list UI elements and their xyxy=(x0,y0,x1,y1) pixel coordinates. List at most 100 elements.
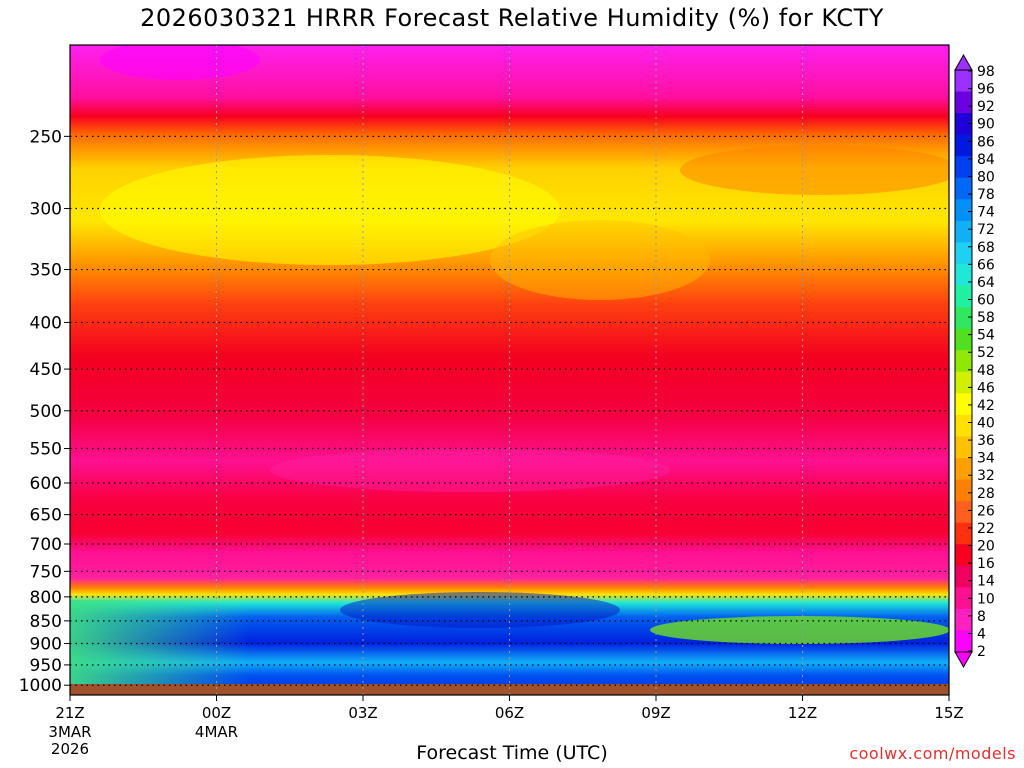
x-tick-label: 12Z xyxy=(788,704,817,722)
x-tick-label: 15Z xyxy=(934,704,963,722)
colorbar-tick-label: 20 xyxy=(977,539,995,555)
colorbar-tick-label: 52 xyxy=(977,345,995,361)
colorbar-tick-label: 54 xyxy=(977,328,995,344)
colorbar-frame xyxy=(954,69,973,653)
colorbar-tick-label: 16 xyxy=(977,556,995,572)
time-gridlines xyxy=(216,45,803,695)
colorbar-segment xyxy=(955,307,972,330)
colorbar-segment xyxy=(955,608,972,632)
colorbar-tick-label: 42 xyxy=(977,398,995,414)
humidity-field xyxy=(70,45,949,695)
colorbar-tick-label: 72 xyxy=(977,222,995,238)
y-tick-label: 800 xyxy=(30,588,62,608)
colorbar-tick-label: 64 xyxy=(977,275,995,291)
y-tick-label: 900 xyxy=(30,635,62,655)
colorbar-segment xyxy=(955,436,972,459)
colorbar-min-arrow xyxy=(954,651,973,669)
x-tick-label: 03Z xyxy=(348,704,377,722)
terrain-surface xyxy=(70,684,949,695)
colorbar-segment xyxy=(955,70,972,93)
credit-text[interactable]: coolwx.com/models xyxy=(849,744,1016,763)
colorbar-tick-label: 2 xyxy=(977,644,986,660)
colorbar-segment xyxy=(955,199,972,222)
colorbar: 9896929086848078747268666460585452484642… xyxy=(954,53,995,669)
y-tick-label: 500 xyxy=(30,402,62,422)
y-tick-label: 850 xyxy=(30,612,62,632)
colorbar-tick-label: 58 xyxy=(977,310,995,326)
y-tick-label: 1000 xyxy=(19,676,62,696)
y-tick-label: 950 xyxy=(30,656,62,676)
x-tick-sublabel: 4MAR xyxy=(195,723,238,741)
colorbar-tick-label: 22 xyxy=(977,521,995,537)
colorbar-tick-label: 86 xyxy=(977,134,995,150)
colorbar-tick-label: 80 xyxy=(977,169,995,185)
colorbar-segment xyxy=(955,177,972,200)
colorbar-segment xyxy=(955,350,972,373)
y-tick-label: 750 xyxy=(30,562,62,582)
colorbar-segment xyxy=(955,285,972,308)
colorbar-segment xyxy=(955,565,972,588)
colorbar-max-arrow xyxy=(954,53,973,71)
colorbar-tick-label: 84 xyxy=(977,152,995,168)
colorbar-segment xyxy=(955,522,972,545)
y-tick-label: 700 xyxy=(30,535,62,555)
colorbar-segment xyxy=(955,91,972,114)
x-tick-label: 21Z xyxy=(55,704,84,722)
y-tick-label: 400 xyxy=(30,313,62,333)
x-tick-sublabel: 2026 xyxy=(51,740,89,758)
colorbar-tick-label: 14 xyxy=(977,574,995,590)
colorbar-segment xyxy=(955,134,972,157)
colorbar-tick-label: 78 xyxy=(977,187,995,203)
colorbar-segment xyxy=(955,328,972,351)
colorbar-tick-label: 26 xyxy=(977,503,995,519)
colorbar-tick-label: 32 xyxy=(977,468,995,484)
colorbar-segment xyxy=(955,242,972,265)
colorbar-tick-label: 74 xyxy=(977,205,995,221)
colorbar-tick-label: 34 xyxy=(977,451,995,467)
colorbar-segment xyxy=(955,156,972,179)
colorbar-tick-label: 66 xyxy=(977,257,995,273)
colorbar-segment xyxy=(955,264,972,287)
y-tick-label: 300 xyxy=(30,200,62,220)
colorbar-segment xyxy=(955,501,972,524)
colorbar-tick-label: 98 xyxy=(977,64,995,80)
x-tick-label: 06Z xyxy=(495,704,524,722)
x-tick-label: 09Z xyxy=(641,704,670,722)
colorbar-tick-label: 68 xyxy=(977,240,995,256)
x-tick-sublabel: 3MAR xyxy=(48,723,91,741)
colorbar-segment xyxy=(955,587,972,610)
colorbar-tick-label: 10 xyxy=(977,591,995,607)
x-tick-label: 00Z xyxy=(202,704,231,722)
colorbar-tick-label: 90 xyxy=(977,117,995,133)
colorbar-tick-label: 46 xyxy=(977,380,995,396)
colorbar-segment xyxy=(955,544,972,567)
y-tick-label: 550 xyxy=(30,440,62,460)
colorbar-tick-label: 96 xyxy=(977,82,995,98)
colorbar-segment xyxy=(955,458,972,481)
colorbar-segment xyxy=(955,414,972,438)
y-tick-label: 350 xyxy=(30,261,62,281)
y-tick-label: 600 xyxy=(30,474,62,494)
colorbar-tick-label: 40 xyxy=(977,416,995,432)
colorbar-segment xyxy=(955,630,972,653)
colorbar-segment xyxy=(955,479,972,502)
colorbar-tick-label: 28 xyxy=(977,486,995,502)
chart-title: 2026030321 HRRR Forecast Relative Humidi… xyxy=(140,4,884,32)
colorbar-tick-label: 4 xyxy=(977,626,986,642)
colorbar-segment xyxy=(955,220,972,244)
colorbar-tick-label: 36 xyxy=(977,433,995,449)
y-tick-label: 650 xyxy=(30,506,62,526)
y-axis-ticks: 250 300 350 400 450 500 550 600 650 700 750 800 850 9… xyxy=(19,127,70,696)
colorbar-segment xyxy=(955,371,972,394)
x-axis-label: Forecast Time (UTC) xyxy=(416,742,608,764)
colorbar-tick-label: 8 xyxy=(977,609,986,625)
colorbar-tick-label: 48 xyxy=(977,363,995,379)
colorbar-tick-label: 60 xyxy=(977,292,995,308)
y-tick-label: 450 xyxy=(30,360,62,380)
colorbar-segment xyxy=(955,393,972,416)
y-tick-label: 250 xyxy=(30,127,62,147)
colorbar-tick-label: 92 xyxy=(977,99,995,115)
colorbar-segment xyxy=(955,113,972,136)
